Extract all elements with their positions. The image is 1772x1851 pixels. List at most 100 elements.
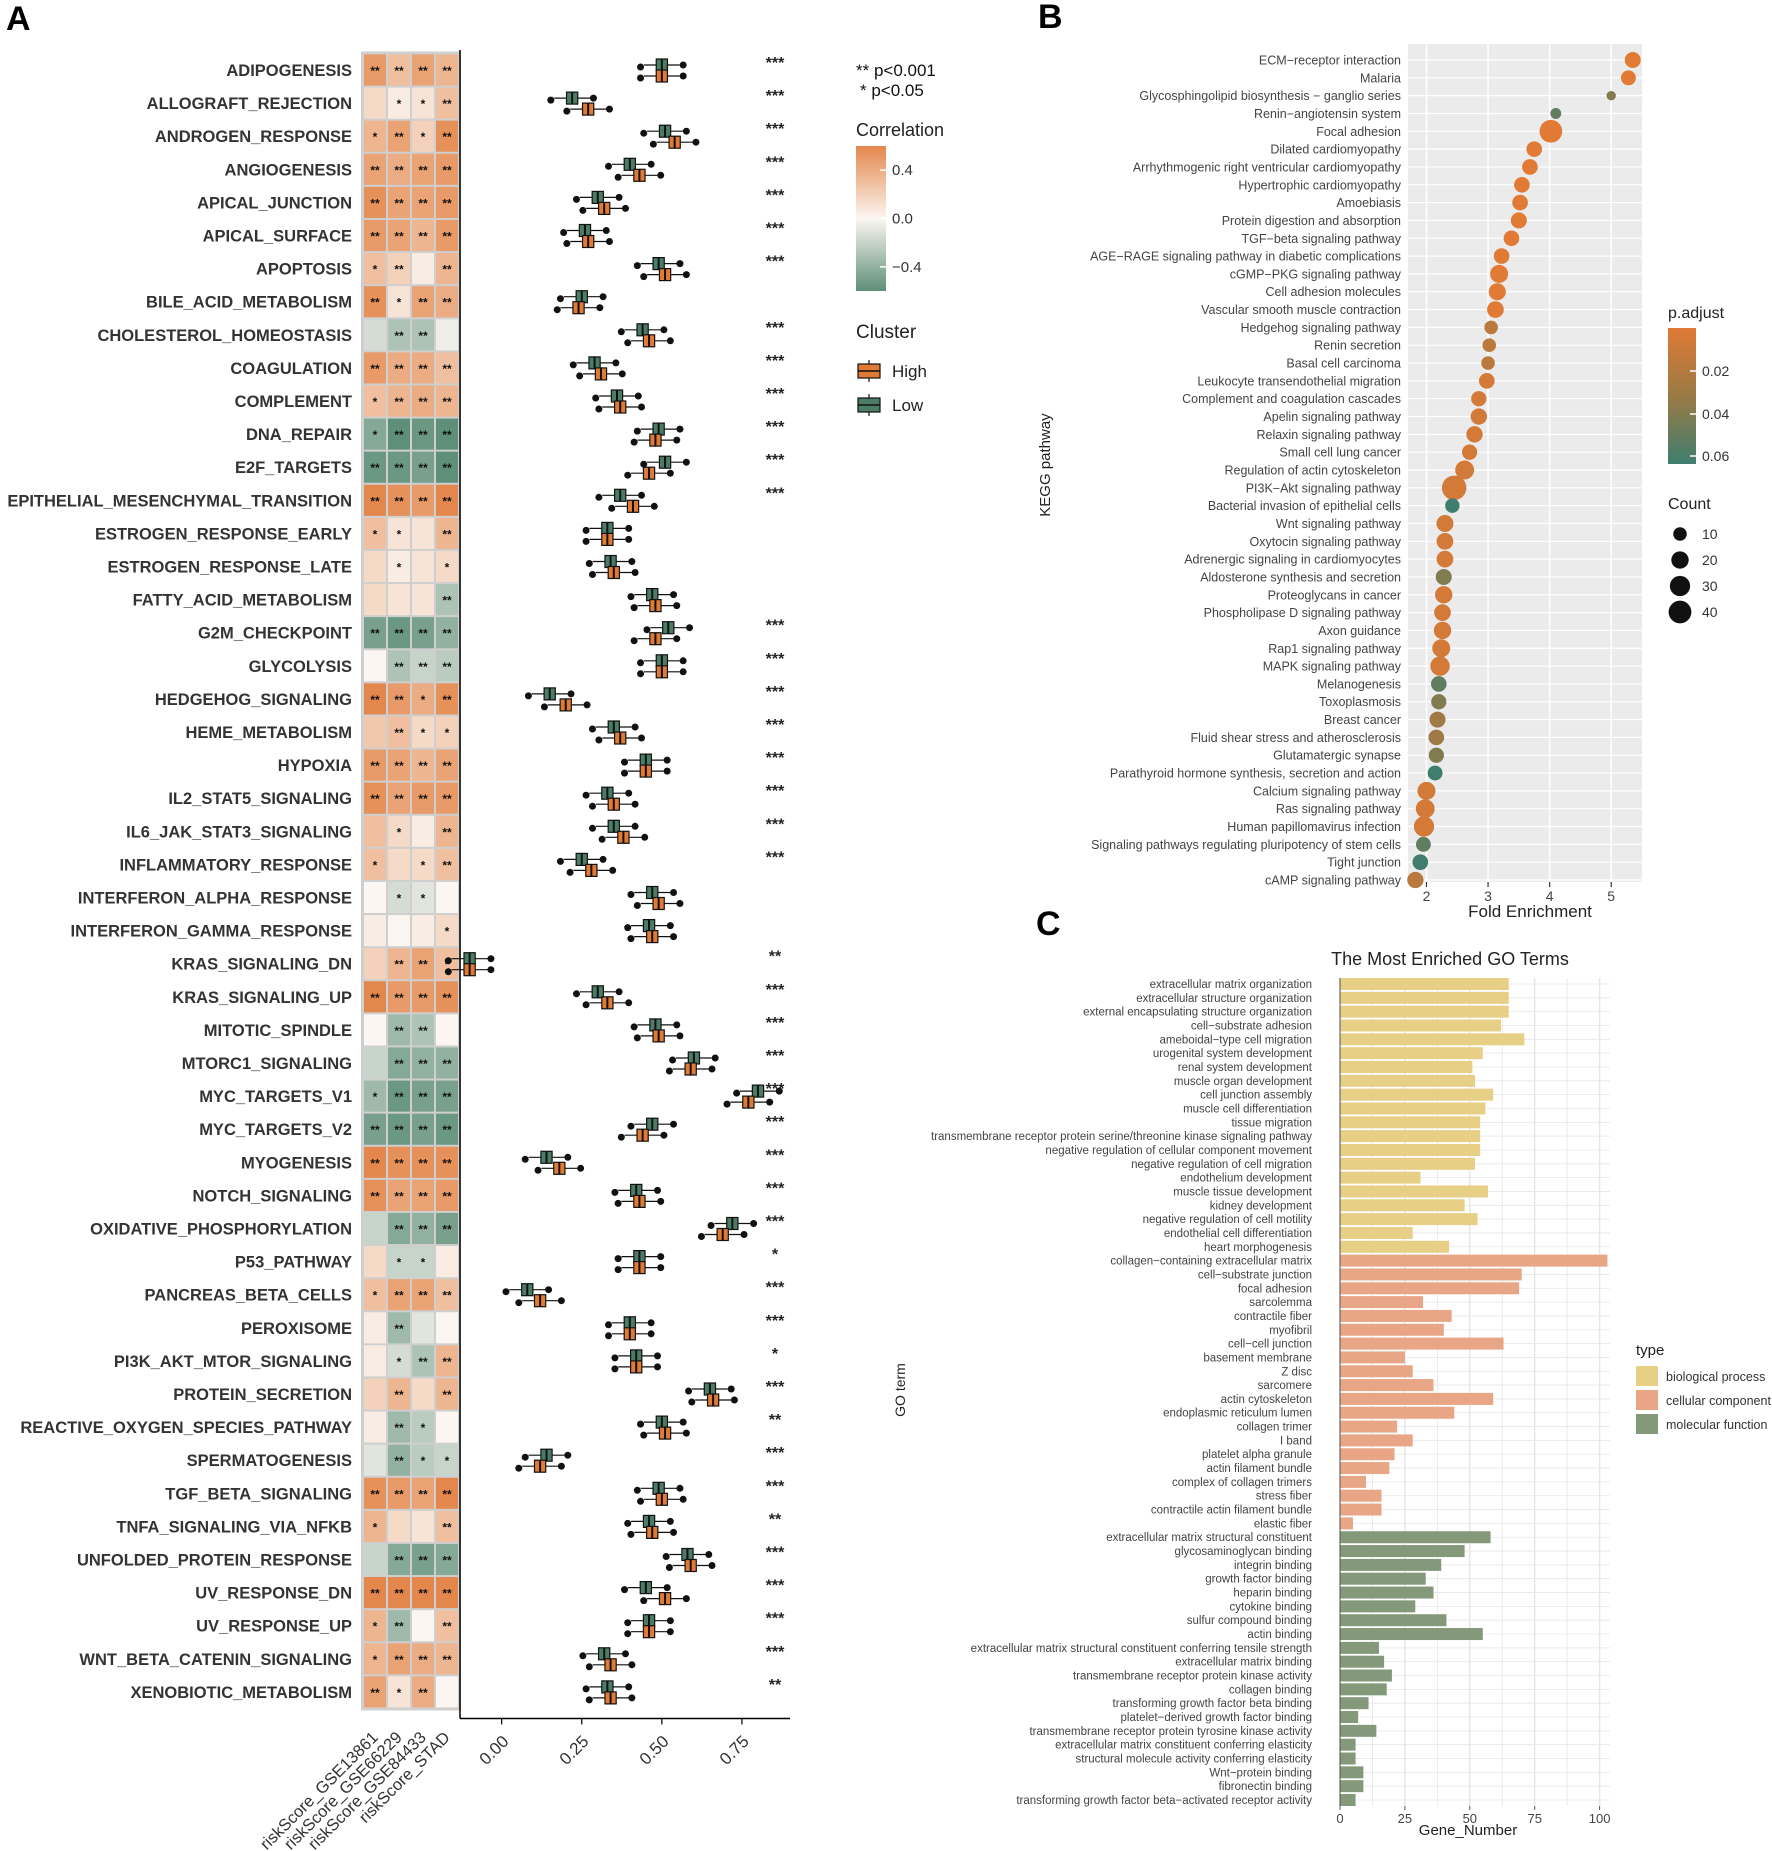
box-low-outlier <box>666 1517 674 1525</box>
kegg-pathway-label: Toxoplasmosis <box>1319 695 1401 709</box>
heatmap-row-label: TNFA_SIGNALING_VIA_NFKB <box>116 1518 352 1536</box>
go-bar <box>1340 1074 1475 1087</box>
go-bar <box>1340 1296 1424 1309</box>
heatmap-star: ** <box>394 660 404 674</box>
box-high-outlier <box>628 1694 636 1702</box>
heatmap-cell <box>388 1212 410 1245</box>
box-low-outlier <box>663 756 671 764</box>
heatmap-row-label: SPERMATOGENESIS <box>187 1452 352 1470</box>
heatmap-cell <box>364 418 386 450</box>
heatmap-cell <box>388 848 410 880</box>
box-low-outlier <box>682 127 690 135</box>
go-term-label: transmembrane receptor protein kinase ac… <box>1073 1671 1312 1683</box>
heatmap-cell <box>388 1113 410 1145</box>
go-bar <box>1340 1047 1483 1060</box>
heatmap-star: ** <box>442 759 452 773</box>
box-high-outlier <box>585 1663 593 1671</box>
cluster-legend-title: Cluster <box>856 322 917 343</box>
heatmap-star: ** <box>394 163 404 177</box>
heatmap-row-label: COMPLEMENT <box>235 393 352 411</box>
heatmap-star: ** <box>418 1223 428 1237</box>
heatmap-star: ** <box>394 395 404 409</box>
heatmap-row-label: IL6_JAK_STAT3_SIGNALING <box>126 823 352 841</box>
box-significance: *** <box>766 353 785 370</box>
kegg-dot <box>1430 656 1450 676</box>
box-high-outlier <box>621 769 629 777</box>
box-high-outlier <box>708 1065 716 1073</box>
go-bar <box>1340 1143 1481 1156</box>
heatmap-cell <box>436 120 458 152</box>
box-significance: *** <box>766 982 785 999</box>
go-legend-key <box>1636 1414 1658 1434</box>
box-significance: * <box>772 1247 779 1264</box>
count-legend-dot <box>1669 575 1691 597</box>
box-high-outlier <box>624 471 632 479</box>
go-term-label: extracellular matrix organization <box>1150 979 1312 991</box>
box-high-outlier <box>692 138 700 146</box>
box-high-outlier <box>630 637 638 645</box>
box-low-outlier <box>582 791 590 799</box>
box-low-outlier <box>657 1253 665 1261</box>
heatmap-star: ** <box>370 64 380 78</box>
box-low-outlier <box>560 229 568 236</box>
heatmap-star: ** <box>418 1554 428 1568</box>
heatmap-star: ** <box>442 97 452 111</box>
go-term-label: negative regulation of cell motility <box>1143 1214 1313 1226</box>
heatmap-cell <box>388 716 410 748</box>
kegg-pathway-label: Calcium signaling pathway <box>1253 784 1402 798</box>
heatmap-row-label: PI3K_AKT_MTOR_SIGNALING <box>114 1353 352 1371</box>
kegg-dot <box>1436 532 1454 550</box>
heatmap-cell <box>364 352 386 384</box>
heatmap-star: ** <box>418 1587 428 1601</box>
heatmap-cell <box>412 385 434 417</box>
heatmap-cell <box>436 1212 458 1245</box>
box-low-outlier <box>621 1586 629 1594</box>
heatmap-cell <box>436 915 458 947</box>
box-high-outlier <box>631 569 639 576</box>
heatmap-cell <box>364 54 386 86</box>
kegg-pathway-label: Complement and coagulation cascades <box>1182 392 1401 406</box>
heatmap-star: ** <box>442 1620 452 1634</box>
heatmap-cell <box>412 1444 434 1476</box>
heatmap-star: ** <box>442 395 452 409</box>
heatmap-cell <box>364 1279 386 1311</box>
heatmap-star: ** <box>442 296 452 310</box>
heatmap-cell <box>436 1312 458 1344</box>
heatmap-cell <box>436 517 458 549</box>
heatmap-star: ** <box>370 792 380 806</box>
heatmap-cell <box>412 1246 434 1278</box>
box-high-outlier <box>627 935 635 943</box>
box-significance: ** <box>769 949 782 966</box>
go-bar <box>1340 1738 1356 1751</box>
go-term-label: kidney development <box>1210 1200 1313 1212</box>
go-barchart: extracellular matrix organization extrace… <box>892 949 1771 1839</box>
box-significance: *** <box>766 1644 785 1661</box>
box-high-outlier <box>585 1696 593 1704</box>
heatmap-cell <box>412 1312 434 1344</box>
heatmap-cell <box>436 1279 458 1311</box>
kegg-dot <box>1417 781 1436 800</box>
box-low-outlier <box>640 460 648 468</box>
kegg-pathway-label: Parathyroid hormone synthesis, secretion… <box>1110 767 1401 781</box>
box-high-outlier <box>617 1133 625 1141</box>
heatmap-row-label: HEDGEHOG_SIGNALING <box>155 691 352 709</box>
heatmap-cell <box>388 881 410 914</box>
go-bar <box>1340 1545 1465 1558</box>
kegg-x-tick-label: 5 <box>1607 888 1615 904</box>
heatmap-cell <box>436 550 458 583</box>
box-low-outlier <box>625 789 633 797</box>
kegg-dot <box>1436 514 1454 532</box>
go-bar <box>1340 1489 1382 1502</box>
heatmap-star: ** <box>394 693 404 707</box>
go-bar <box>1340 1794 1356 1806</box>
heatmap-star: * <box>421 892 426 906</box>
kegg-pathway-label: Ras signaling pathway <box>1276 802 1402 816</box>
kegg-pathway-label: Protein digestion and absorption <box>1222 214 1401 228</box>
count-legend-dot <box>1673 527 1687 541</box>
kegg-pathway-label: Breast cancer <box>1324 713 1401 727</box>
heatmap-panel: ADIPOGENESIS ** ** ** **ALLOGRAFT_REJECTION *… <box>7 51 461 1851</box>
box-low-outlier <box>627 1122 635 1130</box>
box-x-tick-label: 0.50 <box>636 1732 673 1769</box>
go-bar <box>1340 1531 1491 1544</box>
go-bar <box>1340 1683 1387 1696</box>
